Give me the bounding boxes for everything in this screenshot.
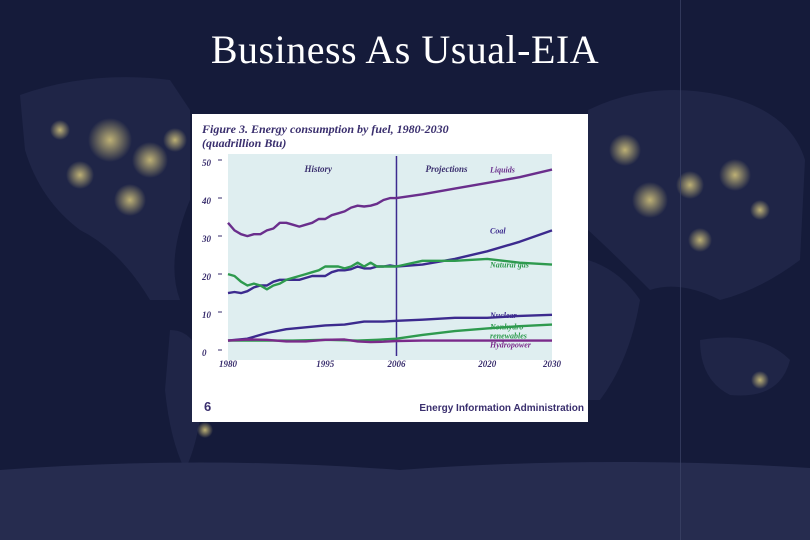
y-tick-label: 30 — [201, 234, 212, 244]
y-tick-label: 40 — [201, 196, 212, 206]
region-label-history: History — [303, 164, 333, 174]
series-label-hydropower: Hydropower — [489, 341, 532, 350]
plot-area — [228, 154, 552, 360]
source-credit: Energy Information Administration — [419, 403, 584, 414]
y-tick-label: 20 — [201, 272, 212, 282]
region-label-projections: Projections — [425, 164, 467, 174]
series-label-nuclear: Nuclear — [489, 311, 518, 320]
y-tick-label: 0 — [202, 348, 207, 358]
y-tick-label: 50 — [202, 158, 212, 168]
figure-panel: 0 10 20 30 40 50 1980 1995 2006 2020 2030 History Pr… — [192, 114, 588, 422]
figure-caption-line2: (quadrillion Btu) — [202, 136, 287, 150]
slide-title: Business As Usual-EIA — [210, 27, 600, 72]
x-tick-label: 1995 — [316, 359, 335, 369]
x-tick-label: 2030 — [542, 359, 562, 369]
figure-caption-line1: Figure 3. Energy consumption by fuel, 19… — [202, 122, 449, 136]
city-lights — [50, 118, 770, 438]
y-tick-label: 10 — [202, 310, 212, 320]
series-label-nonhydro-renewables: renewables — [490, 332, 527, 341]
africa-landmass — [588, 260, 640, 400]
slide-frame-line — [680, 0, 681, 540]
series-label-natural-gas: Natural gas — [489, 261, 529, 270]
x-tick-label: 2006 — [386, 359, 406, 369]
series-line-nuclear — [227, 313, 553, 342]
series-label-liquids: Liquids — [489, 166, 515, 175]
x-tick-label: 2020 — [477, 359, 497, 369]
series-label-nonhydro-renewables: Nonhydro — [489, 323, 523, 332]
series-line-hydropower — [227, 338, 552, 344]
x-tick-label: 1980 — [219, 359, 238, 369]
page-number: 6 — [204, 399, 212, 414]
figure-caption: Figure 3. Energy consumption by fuel, 19… — [202, 122, 582, 150]
series-line-natural-gas — [227, 257, 553, 291]
series-line-liquids — [227, 168, 553, 238]
series-label-coal: Coal — [490, 226, 506, 235]
antarctica-landmass — [0, 461, 810, 540]
